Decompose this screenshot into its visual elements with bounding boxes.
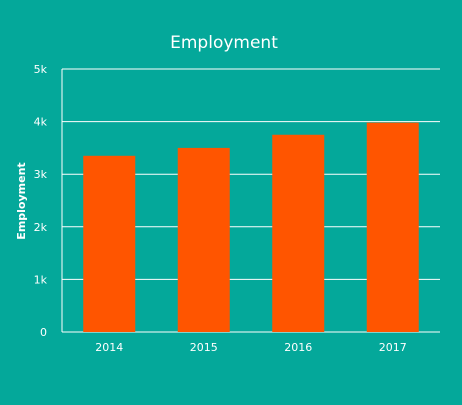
y-tick-label-5: 5k: [34, 63, 48, 76]
bar-2017[interactable]: [366, 122, 419, 332]
x-tick-label-2016: 2016: [284, 341, 312, 354]
x-axis-ticks: 2014 2015 2016 2017: [95, 341, 407, 354]
bar-2015[interactable]: [177, 147, 230, 332]
y-tick-label-4: 4k: [34, 116, 48, 129]
bar-2014[interactable]: [83, 155, 136, 332]
x-tick-label-2017: 2017: [379, 341, 407, 354]
y-axis-ticks: 0 1k 2k 3k 4k 5k: [34, 63, 48, 339]
y-tick-label-3: 3k: [34, 168, 48, 181]
bars: [83, 122, 419, 332]
x-tick-label-2015: 2015: [190, 341, 218, 354]
y-tick-label-0: 0: [40, 326, 47, 339]
chart-title: Employment: [170, 33, 278, 53]
y-tick-label-1: 1k: [34, 273, 48, 286]
x-tick-label-2014: 2014: [95, 341, 123, 354]
bar-2016[interactable]: [272, 134, 325, 332]
y-tick-label-2: 2k: [34, 221, 48, 234]
y-axis-label: Employment: [15, 162, 28, 239]
